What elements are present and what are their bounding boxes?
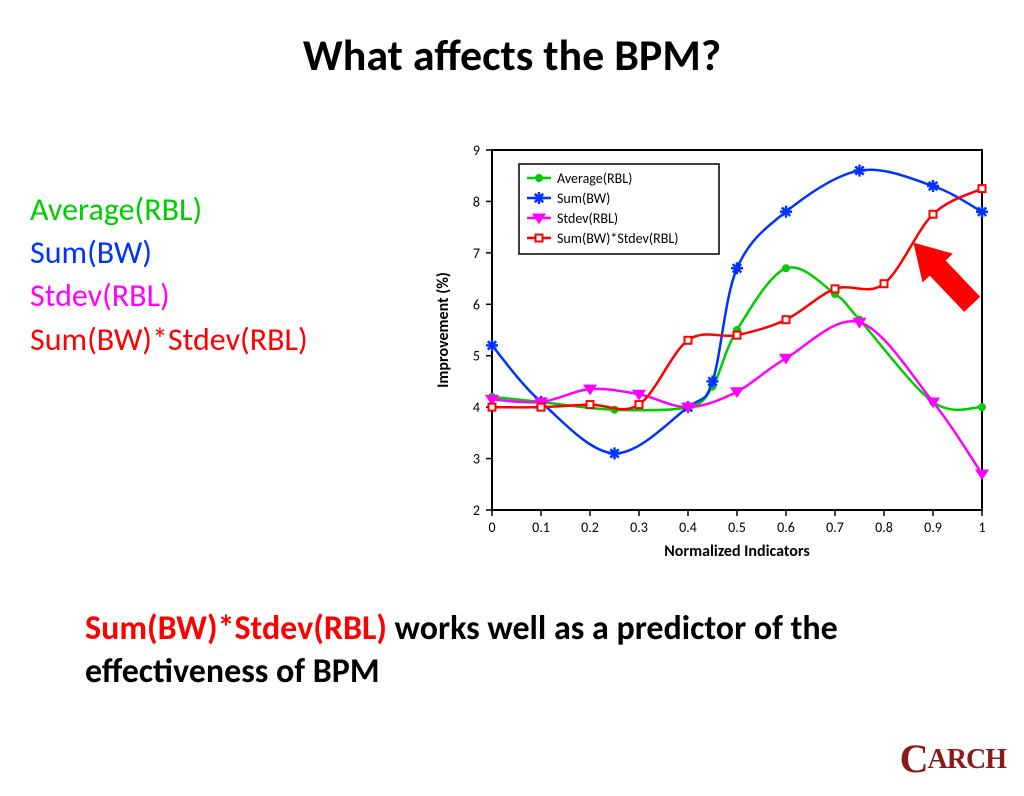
- svg-text:0.2: 0.2: [581, 519, 599, 536]
- svg-text:Sum(BW)*Stdev(RBL): Sum(BW)*Stdev(RBL): [557, 230, 678, 247]
- conclusion-highlight: Sum(BW)*Stdev(RBL): [85, 608, 387, 649]
- svg-text:Normalized Indicators: Normalized Indicators: [664, 542, 810, 561]
- svg-text:0.8: 0.8: [875, 519, 893, 536]
- svg-text:0.3: 0.3: [630, 519, 648, 536]
- series-key-list: Average(RBL)Sum(BW)Stdev(RBL)Sum(BW)*Std…: [30, 188, 308, 361]
- conclusion-text: Sum(BW)*Stdev(RBL) works well as a predi…: [85, 608, 955, 693]
- svg-text:0.4: 0.4: [679, 519, 697, 536]
- svg-text:5: 5: [473, 348, 480, 365]
- svg-text:0.6: 0.6: [777, 519, 795, 536]
- series-key-item: Stdev(RBL): [30, 274, 308, 317]
- svg-text:9: 9: [473, 142, 480, 159]
- svg-text:6: 6: [473, 296, 480, 313]
- svg-text:1: 1: [978, 519, 985, 536]
- svg-text:Sum(BW): Sum(BW): [557, 190, 610, 207]
- series-key-item: Sum(BW): [30, 231, 308, 274]
- svg-text:Improvement (%): Improvement (%): [434, 272, 453, 388]
- svg-text:4: 4: [473, 399, 480, 416]
- svg-text:Stdev(RBL): Stdev(RBL): [557, 210, 618, 227]
- svg-text:8: 8: [473, 193, 480, 210]
- page-title: What affects the BPM?: [0, 28, 1024, 82]
- svg-text:3: 3: [473, 451, 480, 468]
- svg-text:0.1: 0.1: [532, 519, 550, 536]
- svg-text:0: 0: [488, 519, 495, 536]
- svg-text:Average(RBL): Average(RBL): [557, 170, 632, 187]
- svg-text:0.7: 0.7: [826, 519, 844, 536]
- svg-text:7: 7: [473, 245, 480, 262]
- svg-text:0.5: 0.5: [728, 519, 746, 536]
- svg-text:0.9: 0.9: [924, 519, 942, 536]
- logo: CARCH: [900, 735, 1006, 782]
- svg-text:2: 2: [473, 502, 480, 519]
- series-key-item: Average(RBL): [30, 188, 308, 231]
- series-key-item: Sum(BW)*Stdev(RBL): [30, 318, 308, 361]
- bpm-chart: 0 0.1 0.2 0.3 0.4 0.5 0.6 0.7 0.8 0.9 1 2 3 4 5 6 7 8 9 Nor…: [430, 138, 1000, 568]
